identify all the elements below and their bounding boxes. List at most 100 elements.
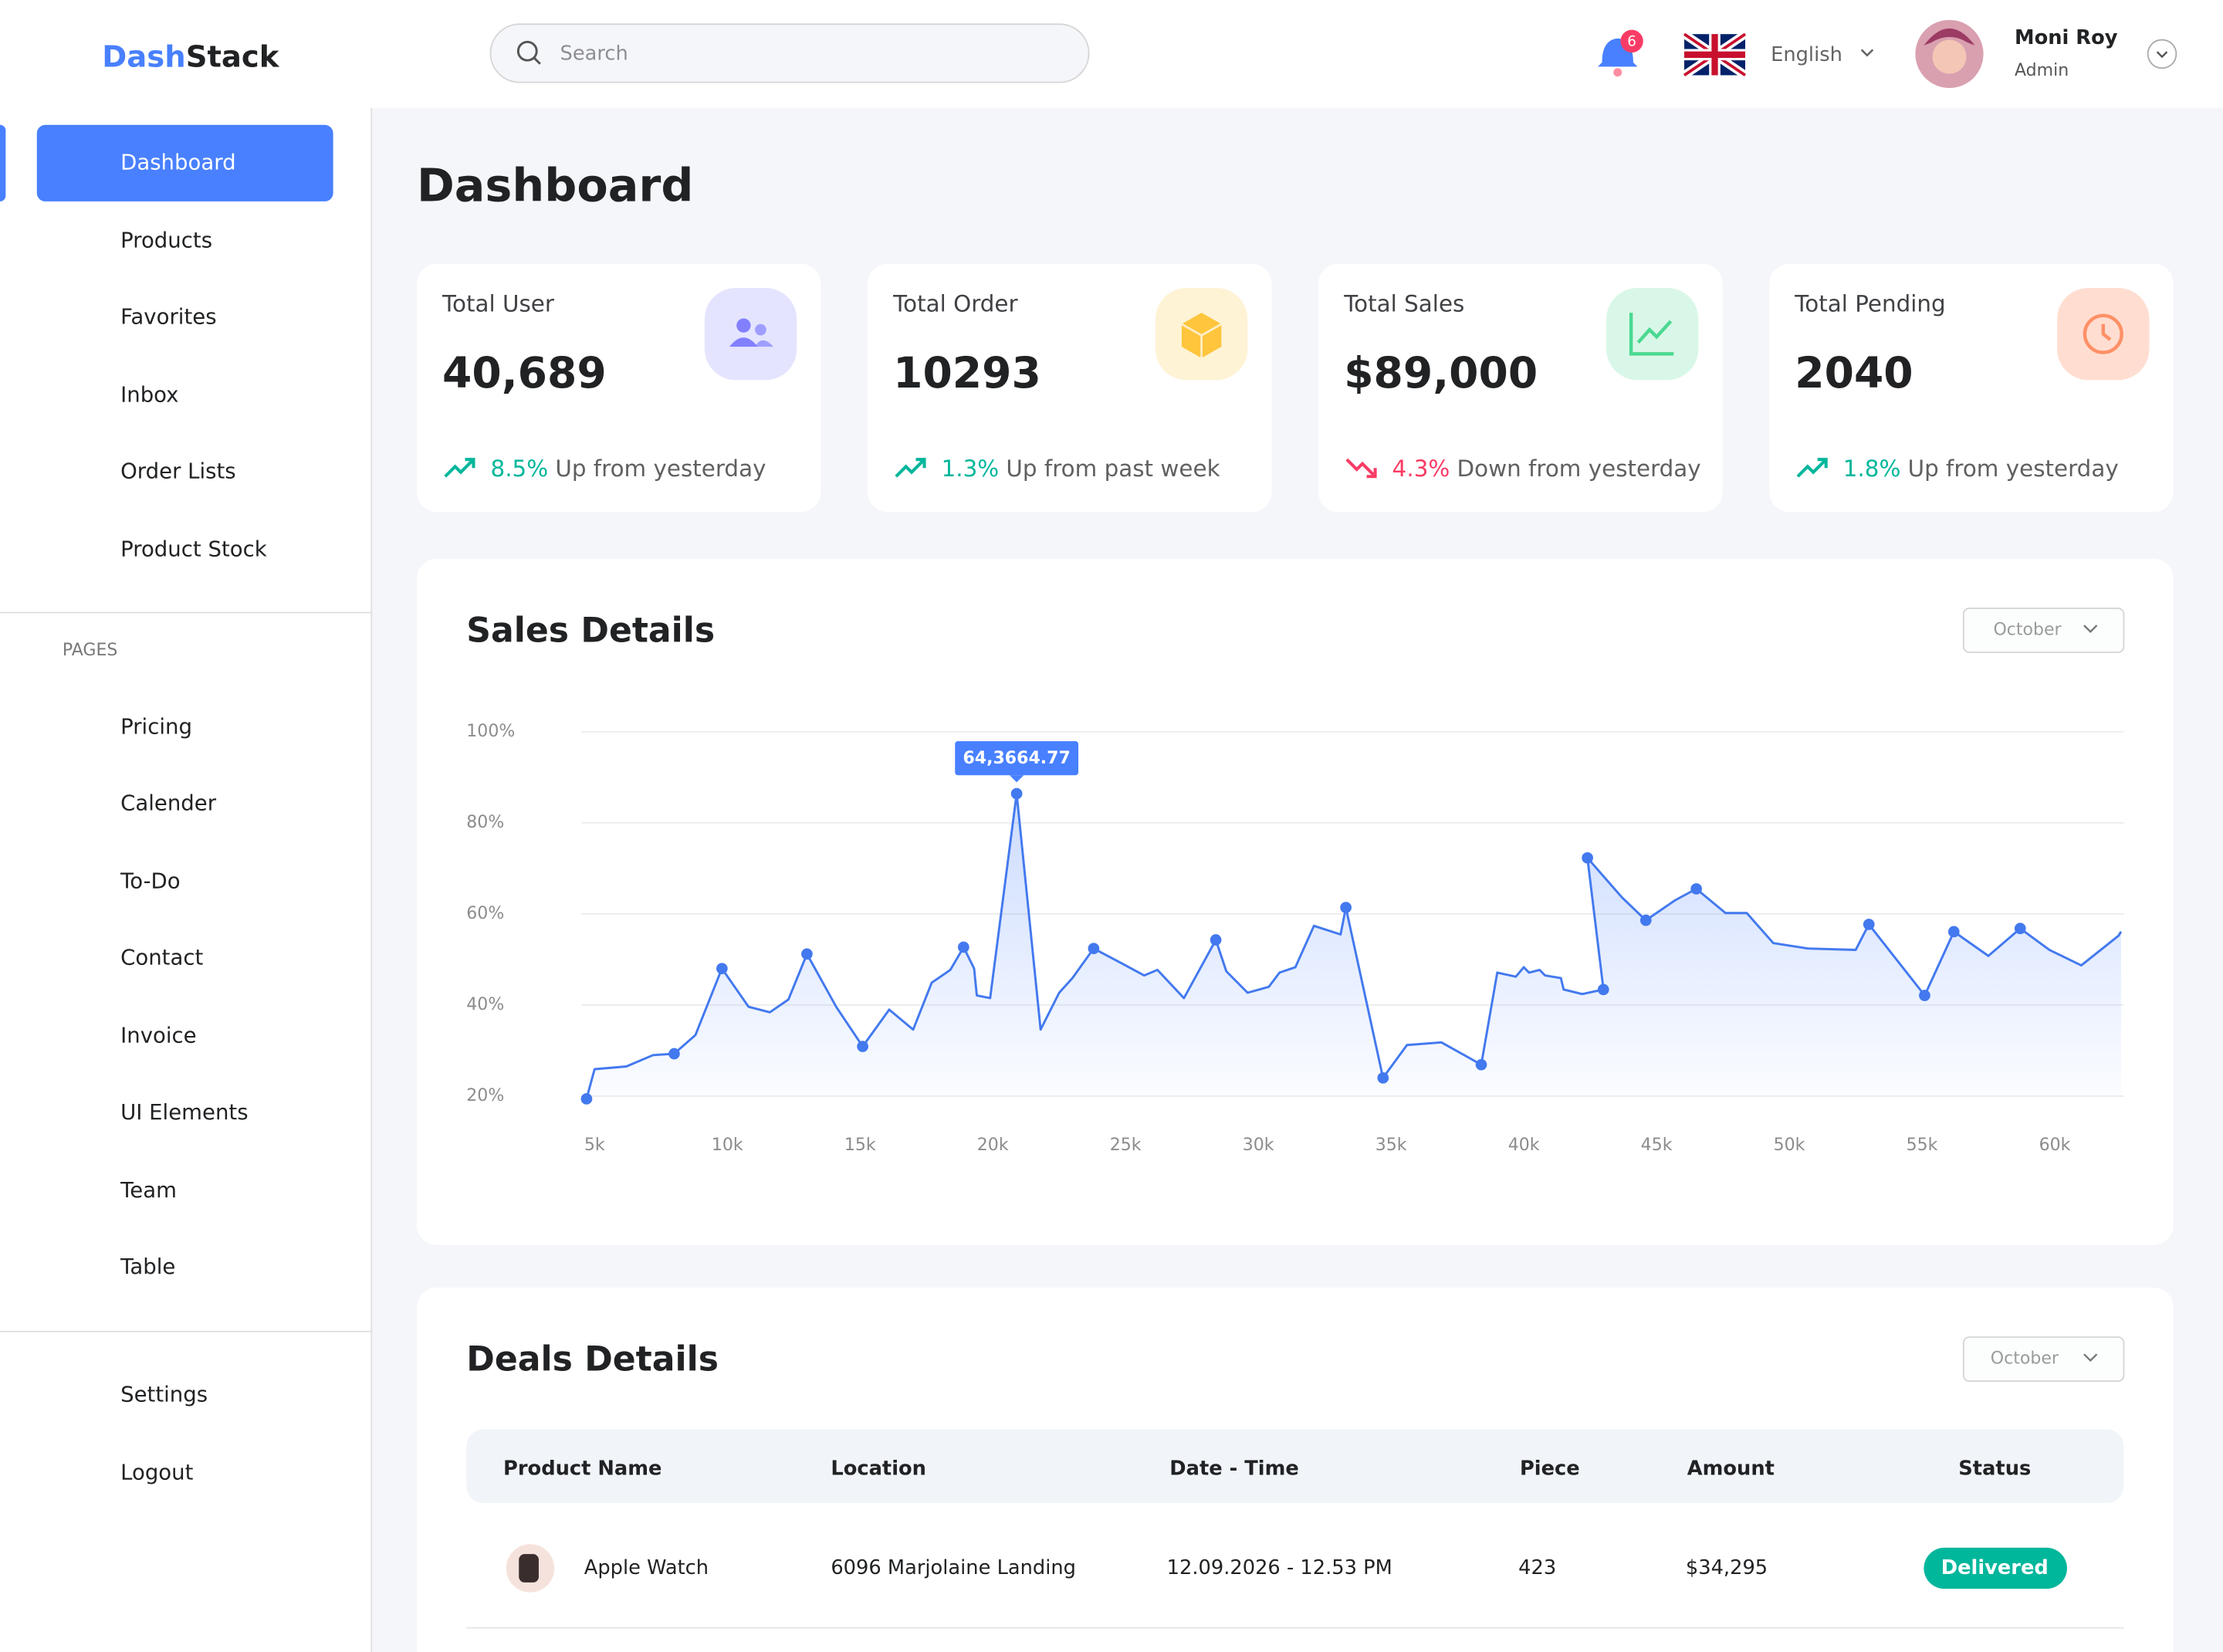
trend-icon [895, 458, 926, 478]
x-tick-label: 40k [1508, 1136, 1540, 1155]
flag-cross [1684, 34, 1746, 76]
filter-label: October [1991, 1349, 2059, 1369]
point [1919, 990, 1930, 1001]
nav-item[interactable]: Inbox [120, 383, 178, 408]
notification-badge [1620, 29, 1643, 53]
trend-icon [1796, 458, 1828, 478]
card-title: Total User [442, 290, 555, 317]
header [0, 0, 2223, 108]
nav-item[interactable]: UI Elements [120, 1100, 248, 1125]
card-value: 2040 [1795, 348, 1913, 398]
table-cell: 6096 Marjolaine Landing [831, 1556, 1076, 1579]
x-tick-label: 35k [1375, 1136, 1407, 1155]
card-icon [2101, 323, 2112, 341]
card-icon [1629, 313, 1674, 356]
avatar-face [1932, 39, 1967, 74]
card-icon [1181, 323, 1223, 358]
y-tick-label: 40% [466, 995, 504, 1014]
card-icon-bg [704, 287, 797, 381]
point [1340, 902, 1352, 913]
point [1639, 914, 1652, 926]
trend-change: 1.8% [1843, 455, 1901, 482]
trend-icon [444, 458, 475, 478]
filter-dropdown[interactable] [1962, 1336, 2125, 1382]
y-tick-label: 20% [466, 1086, 504, 1105]
profile-menu[interactable] [2147, 39, 2177, 69]
nav-item[interactable]: To-Do [120, 869, 181, 894]
active-indicator [0, 124, 6, 201]
trend-change: 4.3% [1392, 455, 1450, 482]
nav-item[interactable]: Pricing [120, 714, 192, 739]
chevron [2156, 51, 2168, 59]
column-header: Amount [1687, 1457, 1775, 1480]
x-tick-label: 30k [1243, 1136, 1274, 1155]
nav-item[interactable]: Calender [120, 791, 217, 816]
nav-heading: PAGES [63, 641, 118, 660]
point [1582, 851, 1593, 864]
nav-item[interactable]: Logout [120, 1460, 194, 1484]
language[interactable]: English [1771, 43, 1842, 66]
point [1010, 787, 1023, 800]
avatar-hair [1924, 28, 1975, 46]
trend-note: Up from yesterday [1908, 455, 2119, 482]
bell-icon [1613, 68, 1622, 77]
point [580, 1093, 593, 1105]
tooltip-pointer [1009, 775, 1024, 783]
card-trend: 4.3% Down from yesterday [1392, 455, 1701, 482]
logo: DashStack [102, 39, 280, 74]
nav-item[interactable]: Dashboard [120, 150, 235, 174]
point [857, 1041, 868, 1052]
point [716, 963, 728, 975]
notification-count: 6 [1627, 33, 1636, 49]
card-icon [729, 337, 758, 347]
column-header: Status [1958, 1457, 2031, 1480]
chevron [2083, 625, 2098, 634]
user-name: Moni Roy [2015, 26, 2118, 49]
table-cell: $34,295 [1686, 1556, 1768, 1579]
nav-item[interactable]: Favorites [120, 305, 216, 330]
chevron [2083, 1353, 2098, 1363]
nav-item[interactable]: Table [120, 1254, 175, 1279]
point [1863, 919, 1875, 930]
search-box[interactable] [489, 23, 1090, 83]
card-value: 40,689 [442, 348, 607, 398]
status-label: Delivered [1941, 1556, 2049, 1579]
column-header: Date - Time [1169, 1457, 1299, 1480]
column-header: Piece [1520, 1457, 1580, 1480]
column-header: Location [831, 1457, 926, 1480]
nav-item[interactable]: Contact [120, 946, 203, 970]
table-cell: 423 [1518, 1556, 1556, 1579]
sidebar [0, 107, 372, 1652]
column-header: Product Name [503, 1457, 661, 1480]
chevron [1860, 49, 1874, 57]
card-title: Total Sales [1343, 290, 1464, 317]
card-value: 10293 [893, 348, 1041, 398]
nav-item[interactable]: Product Stock [120, 537, 267, 562]
point [2014, 922, 2026, 935]
y-tick-label: 60% [466, 904, 504, 923]
x-tick-label: 15k [844, 1136, 876, 1155]
nav-item[interactable]: Order Lists [120, 459, 236, 484]
table-cell: Apple Watch [584, 1556, 709, 1579]
nav-item[interactable]: Products [120, 228, 212, 252]
filter-dropdown[interactable] [1962, 608, 2125, 653]
search-icon [533, 57, 541, 65]
x-tick-label: 20k [977, 1136, 1009, 1155]
nav-item[interactable]: Team [120, 1178, 177, 1203]
point [1377, 1071, 1389, 1084]
trend-change: 1.3% [942, 455, 1000, 482]
flag[interactable] [1681, 30, 1748, 80]
line [585, 792, 2123, 1099]
point [801, 948, 813, 960]
table-header [466, 1429, 2124, 1504]
search-placeholder: Search [560, 42, 628, 65]
nav-item[interactable]: Settings [120, 1382, 208, 1407]
active-nav-bg [36, 124, 333, 201]
x-tick-label: 55k [1907, 1136, 1938, 1155]
deals-title: Deals Details [466, 1339, 719, 1379]
nav-item[interactable]: Invoice [120, 1024, 197, 1048]
trend-note: Up from yesterday [555, 455, 766, 482]
trend-icon [1345, 458, 1377, 479]
tooltip-label: 64,3664.77 [963, 749, 1070, 768]
